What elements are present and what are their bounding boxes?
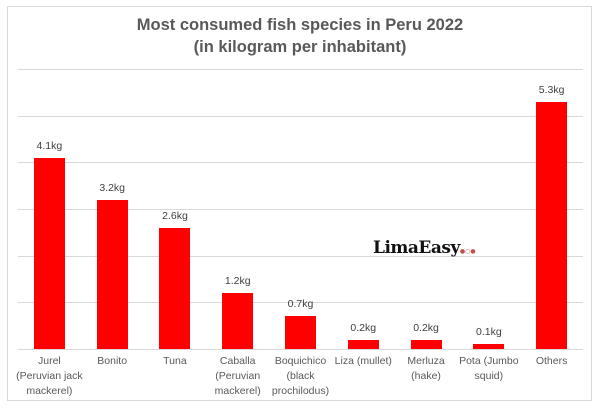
data-label: 3.2kg (99, 181, 125, 194)
x-axis-label: Bonito (97, 355, 128, 367)
gridline (18, 69, 583, 70)
data-label: 0.2kg (413, 321, 439, 334)
chart-title: Most consumed fish species in Peru 2022 … (0, 14, 600, 58)
bar (536, 101, 568, 349)
chart-title-main: Most consumed fish species in Peru 2022 (136, 16, 464, 34)
x-axis-label: Tuna (163, 355, 187, 367)
bar (347, 339, 379, 349)
data-label: 2.6kg (162, 209, 188, 222)
x-axis-label: Merluza (hake) (407, 355, 445, 382)
logo-dots-icon: ●○● (459, 248, 476, 255)
chart-subtitle: (in kilogram per inhabitant) (193, 38, 407, 56)
plot-area: 4.1kg 3.2kg 2.6kg 1.2kg 0.7kg 0.2kg 0.2kg 0.1kg… (18, 69, 583, 350)
x-axis-label: Pota (Jumbo squid) (459, 355, 519, 382)
data-label: 0.1kg (475, 326, 502, 339)
bar (33, 157, 65, 349)
gridline (18, 255, 583, 257)
x-axis-label: Boquichico (black prochilodus) (271, 355, 330, 397)
x-axis-label: Others (535, 355, 568, 367)
bar (222, 293, 254, 349)
bar (159, 227, 191, 349)
gridline (18, 162, 583, 164)
bar (96, 199, 128, 349)
data-label: 0.2kg (350, 321, 377, 334)
x-axis-label: Caballa (Peruvian mackerel) (214, 355, 261, 397)
watermark-logo: LimaEasy●○● (373, 238, 476, 258)
gridline (18, 209, 583, 210)
gridline (18, 302, 583, 304)
x-axis-label: Jurel (Peruvian jack mackerel) (16, 355, 83, 397)
bar (410, 339, 442, 349)
bar (473, 344, 505, 349)
bar (285, 316, 316, 349)
gridline (18, 349, 583, 350)
gridline (18, 115, 583, 117)
data-label: 1.2kg (224, 275, 251, 287)
data-label: 5.3kg (538, 83, 565, 96)
data-label: 0.7kg (287, 298, 314, 311)
data-label: 4.1kg (36, 139, 63, 152)
x-axis-label: Liza (mullet) (334, 355, 392, 367)
